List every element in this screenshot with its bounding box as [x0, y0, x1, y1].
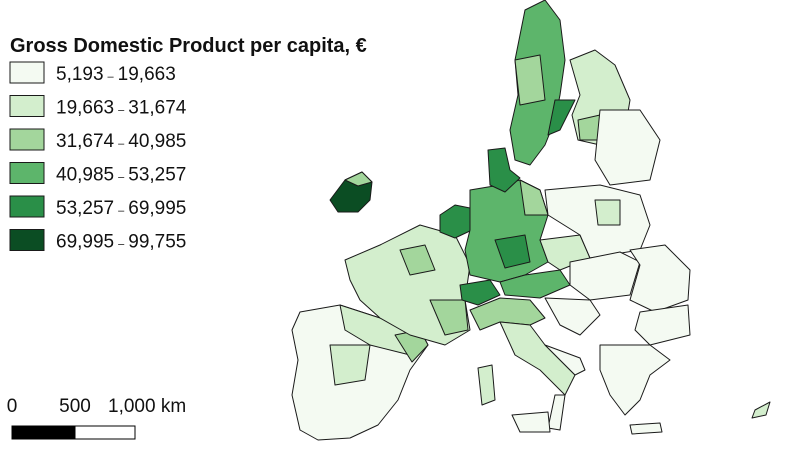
scale-label: 1,000 km: [108, 396, 186, 417]
region: [399, 244, 436, 276]
legend-separator: –: [108, 71, 115, 83]
region: [544, 344, 586, 376]
region: [487, 147, 521, 193]
scale-label: 0: [7, 396, 18, 417]
region: [499, 321, 576, 396]
region: [629, 422, 663, 435]
legend-label: 40,985–53,257: [56, 165, 186, 186]
legend-swatch: [9, 61, 45, 84]
legend-label: 5,193–19,663: [56, 64, 176, 85]
legend-label: 69,995–99,755: [56, 232, 186, 253]
legend-from: 69,995: [56, 232, 114, 253]
legend-from: 5,193: [56, 64, 104, 85]
legend-separator: –: [118, 172, 125, 184]
scale-bar-black: [11, 425, 76, 440]
region: [469, 297, 546, 331]
legend-separator: –: [118, 205, 125, 217]
region: [329, 344, 371, 386]
legend-from: 53,257: [56, 198, 114, 219]
region: [594, 109, 661, 186]
legend-from: 40,985: [56, 165, 114, 186]
region: [514, 54, 546, 106]
legend-swatch: [9, 195, 45, 218]
legend-swatch: [9, 229, 45, 251]
region: [751, 401, 771, 419]
region: [429, 299, 469, 336]
region: [569, 251, 641, 301]
region: [547, 394, 566, 431]
legend-swatch: [9, 95, 45, 117]
legend: 5,193–19,66319,663–31,67431,674–40,98540…: [9, 61, 187, 253]
legend-label: 31,674–40,985: [56, 131, 186, 152]
legend-label: 53,257–69,995: [56, 198, 186, 219]
legend-to: 19,663: [118, 64, 176, 85]
legend-to: 40,985: [128, 131, 186, 152]
region: [599, 344, 671, 416]
scale-bar-white: [74, 425, 136, 440]
region: [494, 234, 531, 269]
legend-separator: –: [118, 105, 125, 117]
legend-label: 19,663–31,674: [56, 98, 187, 119]
map-title: Gross Domestic Product per capita, €: [10, 35, 367, 57]
region: [477, 364, 496, 406]
region: [547, 99, 576, 136]
region: [459, 279, 501, 306]
legend-swatch: [9, 162, 45, 184]
legend-to: 53,257: [128, 165, 186, 186]
region: [634, 304, 691, 346]
region: [544, 297, 601, 336]
region: [594, 199, 621, 226]
region: [344, 171, 373, 187]
legend-to: 69,995: [128, 198, 186, 219]
legend-from: 19,663: [56, 98, 114, 119]
legend-separator: –: [118, 138, 125, 150]
region: [439, 204, 473, 239]
legend-swatch: [9, 128, 45, 151]
legend-to: 99,755: [128, 232, 186, 253]
legend-to: 31,674: [128, 98, 187, 119]
legend-separator: –: [118, 239, 125, 251]
region: [629, 244, 691, 313]
scale-bar: 0 500 1,000 km: [7, 396, 186, 440]
scale-label: 500: [59, 396, 91, 417]
region: [519, 179, 549, 216]
region: [511, 411, 551, 433]
legend-from: 31,674: [56, 131, 115, 152]
regions: [291, 0, 771, 441]
